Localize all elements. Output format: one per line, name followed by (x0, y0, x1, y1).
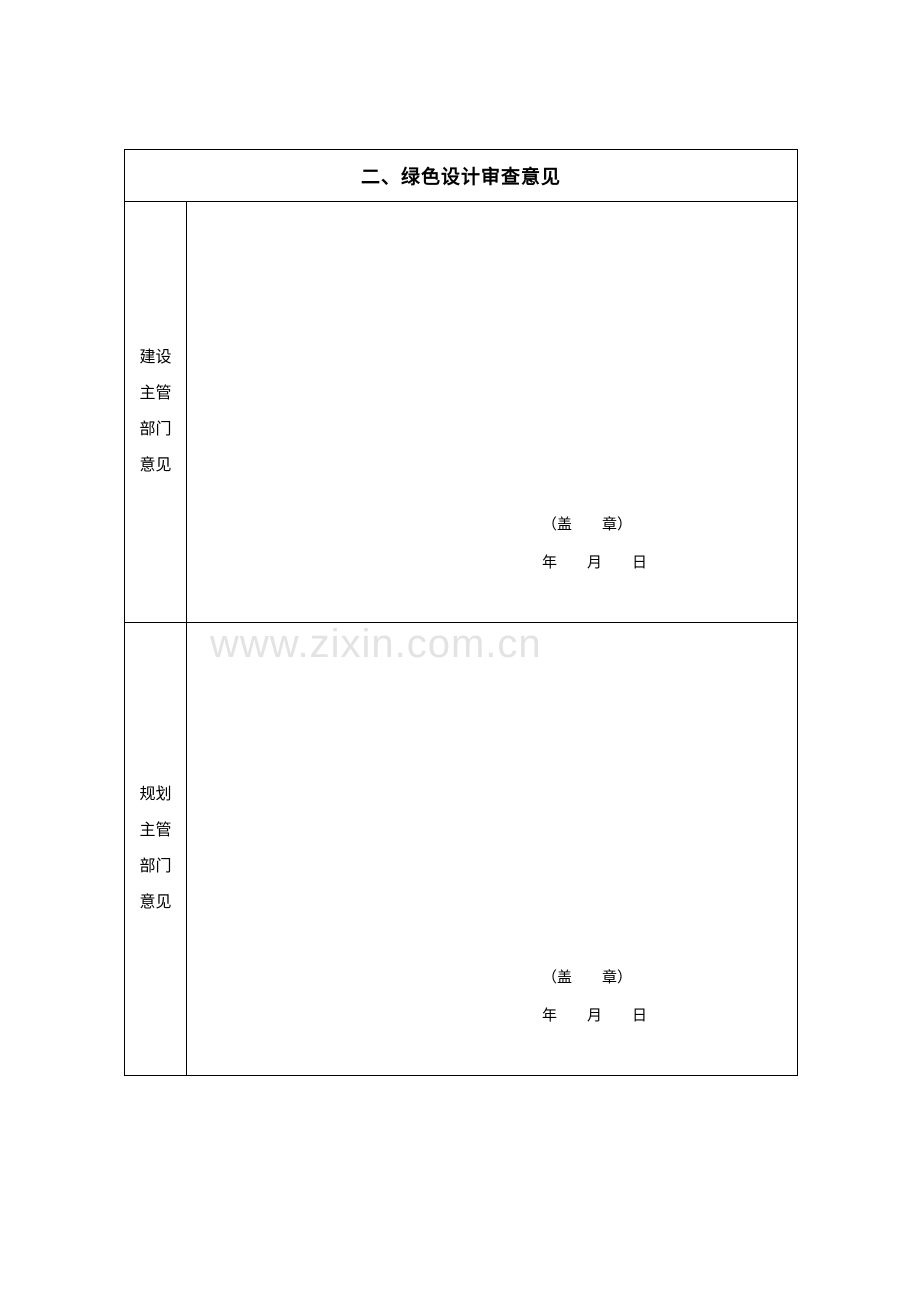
seal-text: （盖 章） (542, 959, 647, 997)
seal-text: （盖 章） (542, 506, 647, 544)
label-line: 部门 (139, 412, 171, 448)
label-line: 建设 (139, 340, 171, 376)
row-label-cell: 建设 主管 部门 意见 (125, 202, 187, 622)
label-line: 部门 (139, 849, 171, 885)
form-table: 二、绿色设计审查意见 建设 主管 部门 意见 （盖 章） 年 月 日 规划 主管… (124, 149, 798, 1076)
date-text: 年 月 日 (542, 544, 647, 582)
table-row: 建设 主管 部门 意见 （盖 章） 年 月 日 (125, 202, 797, 623)
label-line: 意见 (139, 885, 171, 921)
date-text: 年 月 日 (542, 997, 647, 1035)
label-line: 主管 (139, 813, 171, 849)
section-title: 二、绿色设计审查意见 (361, 162, 561, 189)
label-line: 主管 (139, 376, 171, 412)
row-value-cell: （盖 章） 年 月 日 (187, 202, 797, 622)
row-value-cell: （盖 章） 年 月 日 (187, 623, 797, 1075)
row-label-cell: 规划 主管 部门 意见 (125, 623, 187, 1075)
table-row: 规划 主管 部门 意见 （盖 章） 年 月 日 (125, 623, 797, 1075)
signature-block: （盖 章） 年 月 日 (542, 506, 647, 582)
signature-block: （盖 章） 年 月 日 (542, 959, 647, 1035)
label-line: 规划 (139, 777, 171, 813)
table-header-row: 二、绿色设计审查意见 (125, 150, 797, 202)
label-line: 意见 (139, 448, 171, 484)
